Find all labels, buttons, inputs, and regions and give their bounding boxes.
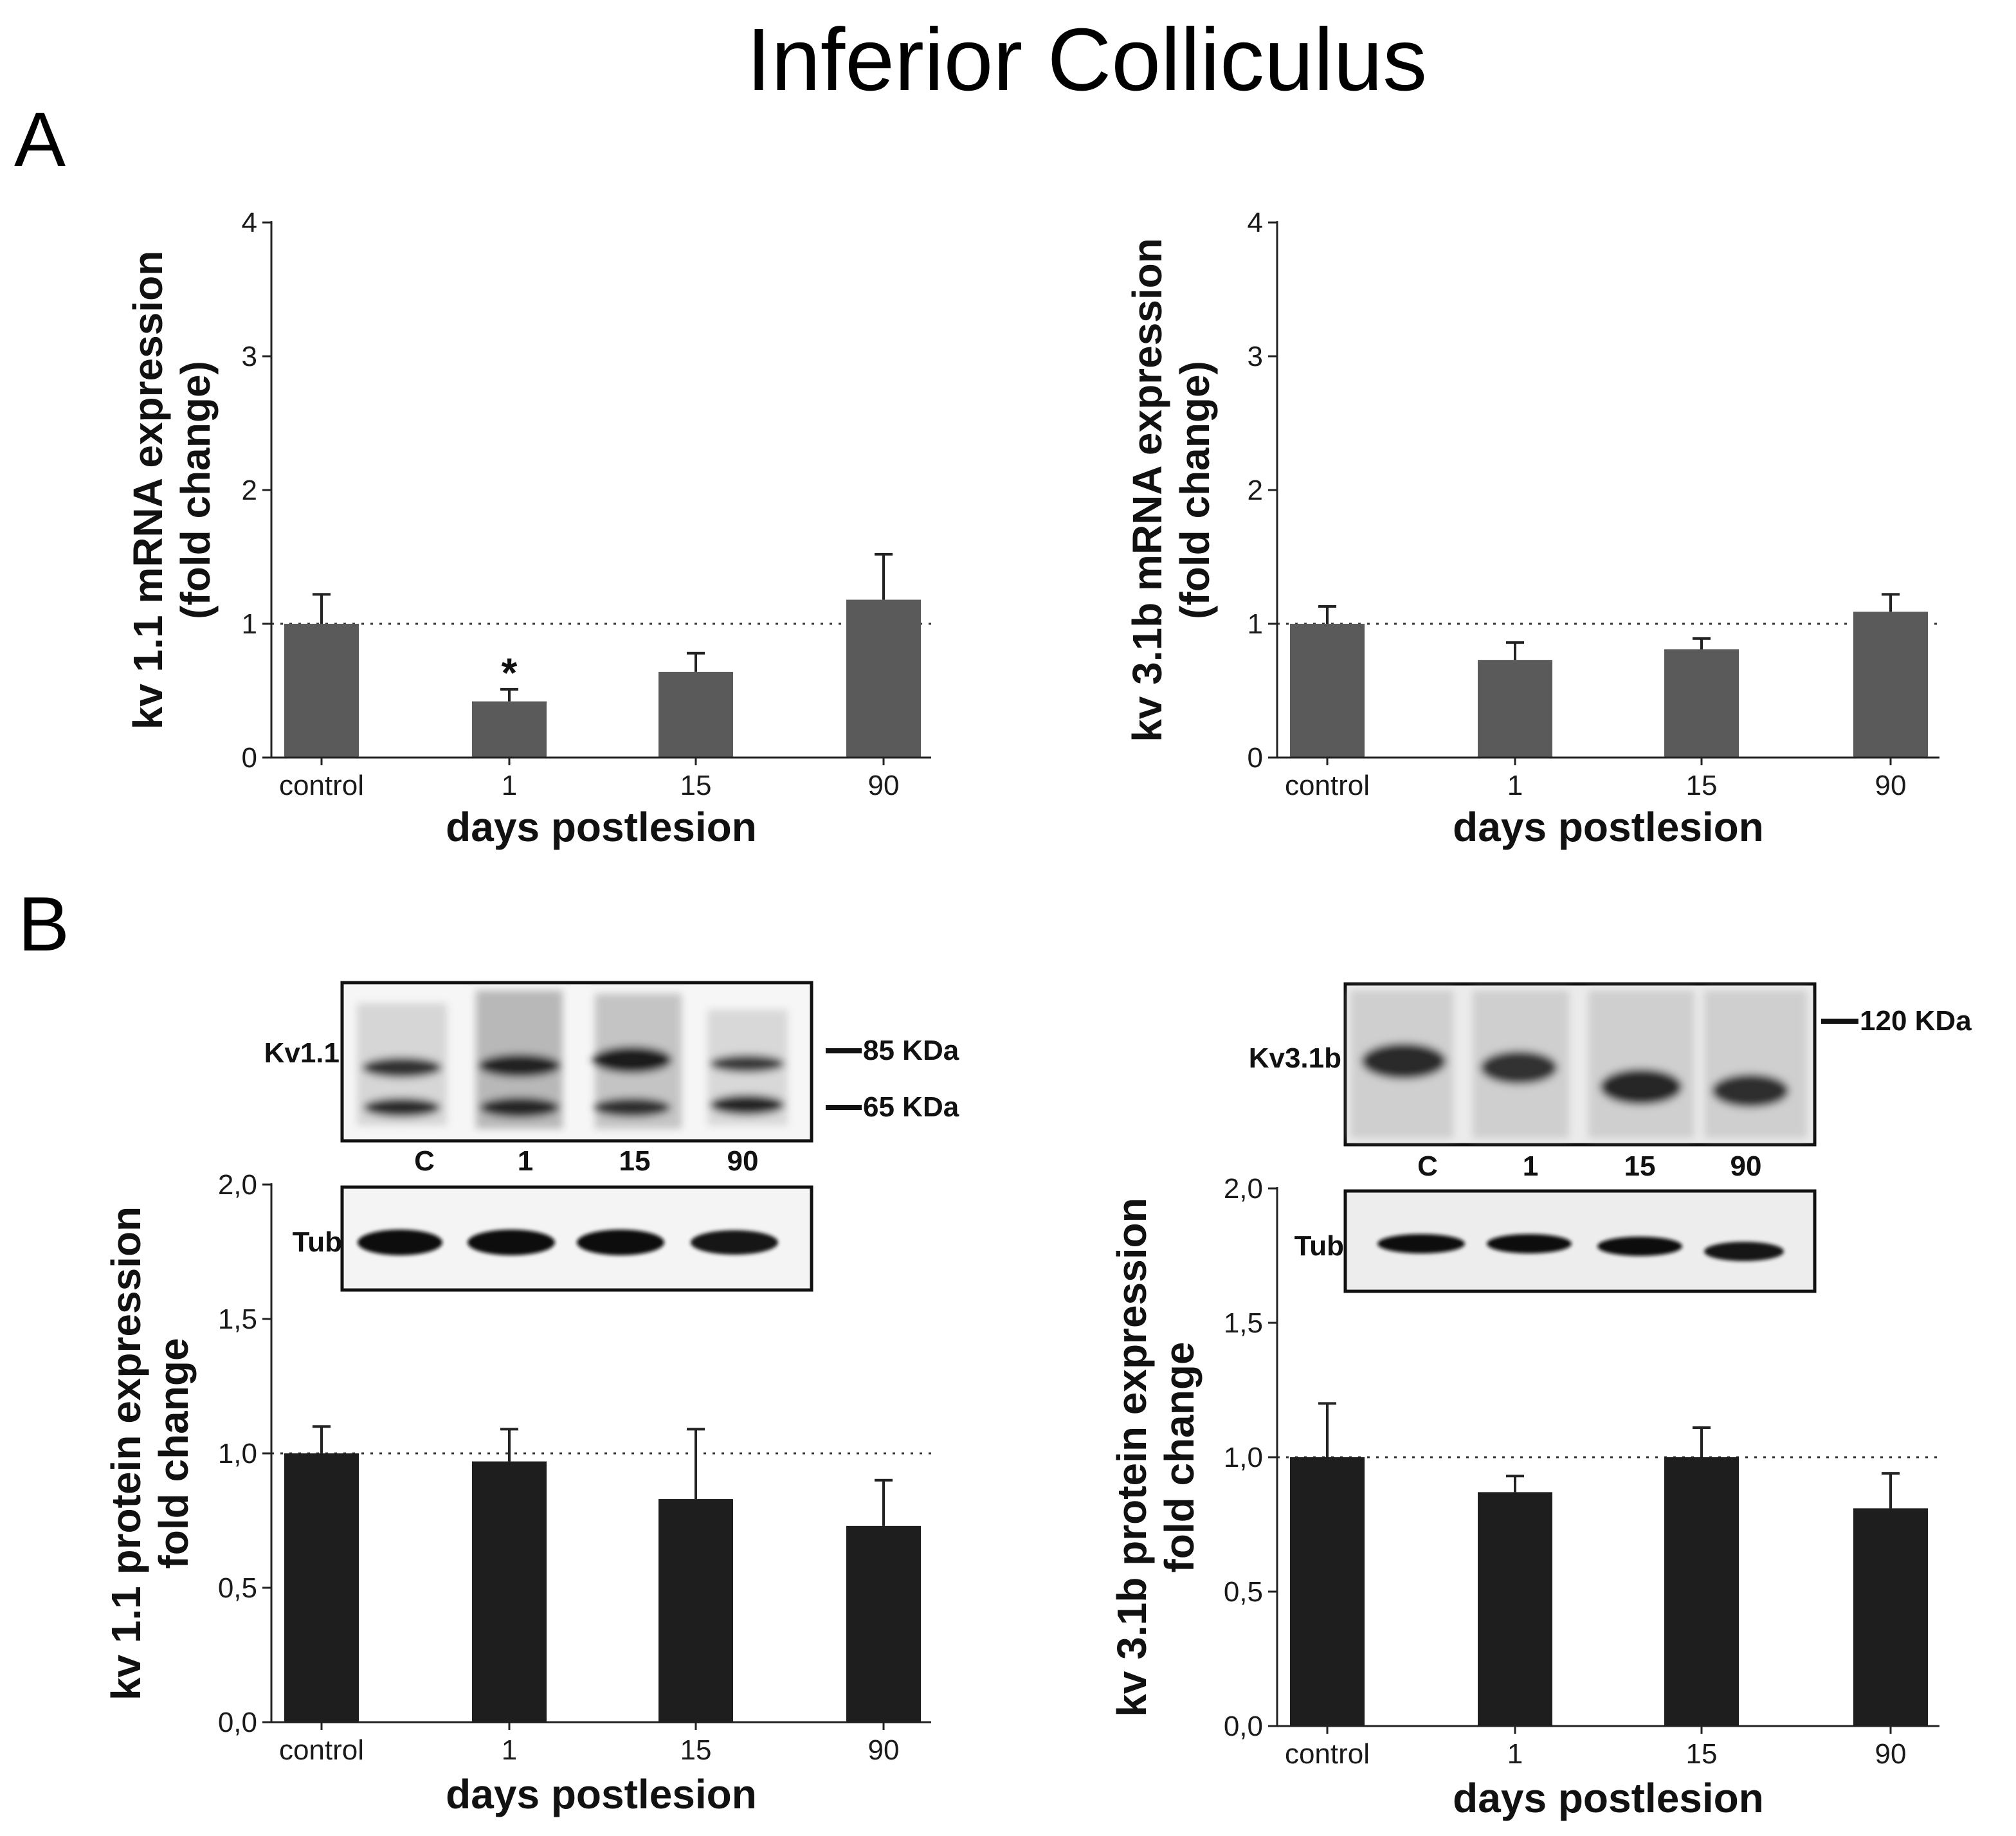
chart-kv11-protein: 0,0 0,5 1,0 1,5 2,0 control 1 15 90 days postlesi… bbox=[103, 1169, 931, 1817]
x-axis-title: days postlesion bbox=[1453, 1775, 1764, 1821]
lane-label: 90 bbox=[727, 1145, 759, 1177]
y-tick-label: 4 bbox=[1248, 207, 1263, 239]
y-tick-label: 0 bbox=[242, 742, 257, 774]
bar bbox=[1478, 660, 1552, 758]
y-axis-title: kv 1.1 protein expression bbox=[103, 1206, 149, 1700]
x-tick-label: 15 bbox=[680, 770, 712, 801]
y-tick-label: 1,0 bbox=[218, 1438, 257, 1469]
chart-kv11-mrna: * 0 1 2 3 4 control 1 15 90 days postlesion kv 1.1 … bbox=[125, 207, 931, 850]
blot-kv31b-tubulin: Tub bbox=[1294, 1189, 1817, 1293]
y-tick-label: 1,0 bbox=[1224, 1442, 1263, 1473]
blot-kv11-label: Kv1.1 bbox=[264, 1037, 340, 1069]
x-tick-label: 1 bbox=[1507, 1738, 1523, 1770]
lane-label: C bbox=[1417, 1150, 1438, 1182]
x-axis-title: days postlesion bbox=[446, 1771, 757, 1817]
x-tick-label: 90 bbox=[868, 770, 900, 801]
bar bbox=[1290, 1457, 1365, 1726]
y-tick-label: 0,0 bbox=[218, 1707, 257, 1738]
blot-kv31b-bands bbox=[1350, 990, 1807, 1138]
chart-kv31b-protein: 0,0 0,5 1,0 1,5 2,0 control 1 15 90 days postlesi… bbox=[1109, 1173, 1939, 1821]
x-axis-title: days postlesion bbox=[1453, 804, 1764, 850]
blot-kv31b-label: Kv3.1b bbox=[1249, 1042, 1341, 1074]
bar bbox=[658, 671, 733, 758]
x-tick-label: 90 bbox=[1875, 770, 1907, 801]
y-tick-label: 1,5 bbox=[218, 1304, 257, 1335]
lane-label: 1 bbox=[518, 1145, 533, 1177]
y-axis-subtitle: (fold change) bbox=[1172, 361, 1218, 619]
panel-label-a: A bbox=[14, 96, 66, 183]
x-tick-label: control bbox=[279, 1734, 364, 1766]
lane-label: C bbox=[414, 1145, 435, 1177]
bar bbox=[1290, 624, 1365, 758]
bar bbox=[472, 1461, 547, 1722]
x-tick-label: control bbox=[1285, 1738, 1370, 1770]
bar bbox=[658, 1499, 733, 1722]
y-tick-label: 0,0 bbox=[1224, 1711, 1263, 1742]
lane-label: 15 bbox=[1624, 1150, 1656, 1182]
x-axis-title: days postlesion bbox=[446, 804, 757, 850]
x-tick-label: 1 bbox=[1507, 770, 1523, 801]
blot-kv11-bands bbox=[357, 990, 788, 1129]
lane-label: 15 bbox=[619, 1145, 651, 1177]
x-tick-label: 90 bbox=[1875, 1738, 1907, 1770]
x-tick-label: control bbox=[279, 770, 364, 801]
tubulin-label: Tub bbox=[1294, 1230, 1344, 1262]
y-tick-label: 1 bbox=[1248, 608, 1263, 640]
lane-label: 1 bbox=[1523, 1150, 1538, 1182]
bar bbox=[472, 701, 547, 758]
blot-kv31b: Kv3.1b 120 KDa C 1 15 90 bbox=[1249, 982, 1972, 1182]
bar bbox=[284, 1453, 359, 1722]
marker-85-label: 85 KDa bbox=[863, 1035, 959, 1066]
y-tick-label: 4 bbox=[242, 207, 257, 239]
figure-title: Inferior Colliculus bbox=[747, 10, 1427, 109]
y-axis-title: kv 3.1b protein expression bbox=[1109, 1197, 1155, 1716]
panel-label-b: B bbox=[18, 881, 69, 967]
lane-label: 90 bbox=[1730, 1150, 1762, 1182]
y-axis-title: kv 1.1 mRNA expression bbox=[125, 251, 171, 730]
x-tick-label: control bbox=[1285, 770, 1370, 801]
marker-65-label: 65 KDa bbox=[863, 1091, 959, 1123]
bar bbox=[846, 599, 921, 758]
y-tick-label: 1,5 bbox=[1224, 1307, 1263, 1339]
bar bbox=[1853, 612, 1928, 758]
tubulin-label: Tub bbox=[293, 1226, 342, 1258]
bar bbox=[846, 1525, 921, 1722]
bar bbox=[1853, 1508, 1928, 1726]
blot-kv11: Kv1.1 85 KDa 65 KDa C 1 15 90 bbox=[264, 981, 959, 1177]
y-axis-subtitle: (fold change) bbox=[172, 361, 219, 619]
y-tick-label: 2 bbox=[242, 475, 257, 506]
y-tick-label: 0 bbox=[1248, 742, 1263, 774]
y-tick-label: 3 bbox=[1248, 341, 1263, 372]
chart-kv31b-mrna: 0 1 2 3 4 control 1 15 90 days postlesion kv 3.1b … bbox=[1124, 207, 1939, 850]
bar bbox=[1664, 1457, 1739, 1726]
x-tick-label: 15 bbox=[1686, 770, 1718, 801]
y-tick-label: 0,5 bbox=[218, 1572, 257, 1604]
marker-120-label: 120 KDa bbox=[1860, 1005, 1972, 1037]
y-axis-subtitle: fold change bbox=[150, 1338, 197, 1568]
x-tick-label: 15 bbox=[680, 1734, 712, 1766]
significance-marker: * bbox=[502, 650, 518, 696]
y-tick-label: 3 bbox=[242, 341, 257, 372]
bar bbox=[1478, 1492, 1552, 1726]
y-tick-label: 2,0 bbox=[218, 1169, 257, 1201]
y-tick-label: 1 bbox=[242, 608, 257, 640]
x-tick-label: 1 bbox=[502, 1734, 517, 1766]
x-tick-label: 1 bbox=[502, 770, 517, 801]
y-tick-label: 2,0 bbox=[1224, 1173, 1263, 1204]
x-tick-label: 15 bbox=[1686, 1738, 1718, 1770]
y-axis-title: kv 3.1b mRNA expression bbox=[1124, 238, 1170, 742]
x-tick-label: 90 bbox=[868, 1734, 900, 1766]
blot-kv11-tubulin: Tub bbox=[293, 1185, 813, 1292]
y-axis-subtitle: fold change bbox=[1156, 1341, 1203, 1572]
y-tick-label: 2 bbox=[1248, 475, 1263, 506]
bar bbox=[1664, 649, 1739, 758]
y-tick-label: 0,5 bbox=[1224, 1576, 1263, 1608]
bar bbox=[284, 624, 359, 758]
